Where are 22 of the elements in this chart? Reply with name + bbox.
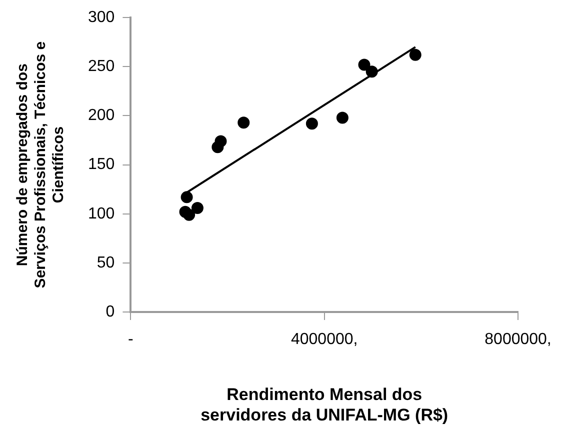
point [214, 135, 227, 148]
point [366, 66, 378, 78]
point [358, 58, 370, 71]
x-tick-label: - [128, 331, 134, 348]
y-tick-label: 0 [106, 303, 115, 320]
y-tick-label: 250 [88, 58, 115, 76]
x-axis-title: Rendimento Mensal dos servidores da UNIFAL-MG (R$) [200, 385, 448, 424]
y-tick-label: 100 [88, 205, 115, 222]
y-tick-label: 300 [88, 9, 115, 26]
point [306, 118, 318, 130]
y-tick-label: 150 [88, 156, 115, 174]
x-tick-label: 4000000, [290, 331, 358, 348]
point [183, 208, 196, 221]
y-tick-label: 200 [88, 107, 115, 124]
point [191, 202, 204, 214]
point [180, 191, 193, 204]
point [409, 48, 422, 61]
point [336, 112, 348, 124]
x-tick-label: 8000000, [484, 331, 552, 348]
point [238, 116, 250, 129]
y-axis-title: Número de empregados dos Serviços Profissionais, Técnicos e Científicos [14, 41, 68, 288]
y-tick-label: 50 [96, 254, 115, 272]
